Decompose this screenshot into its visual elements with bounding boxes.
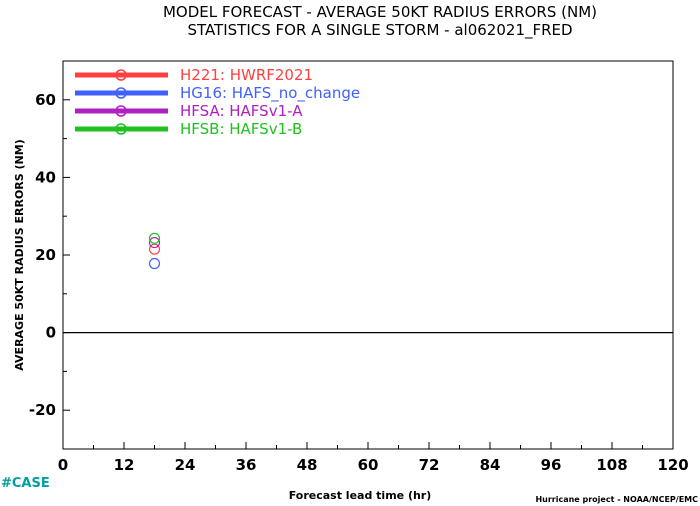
- chart-subtitle: STATISTICS FOR A SINGLE STORM - al062021…: [187, 21, 572, 40]
- y-tick-label: 20: [35, 246, 56, 264]
- data-point: [148, 232, 161, 244]
- x-axis: 0 12 24 36 48 60 72 84 96 108 120: [58, 442, 689, 474]
- data-point: [148, 236, 161, 249]
- y-axis-label: AVERAGE 50KT RADIUS ERRORS (NM): [13, 139, 26, 370]
- x-tick-label: 72: [419, 456, 440, 474]
- chart-title: MODEL FORECAST - AVERAGE 50KT RADIUS ERR…: [163, 3, 597, 21]
- credit-text: Hurricane project - NOAA/NCEP/EMC: [535, 495, 698, 504]
- data-points: [148, 232, 161, 270]
- x-tick-label: 36: [236, 456, 257, 474]
- x-tick-label: 12: [114, 456, 135, 474]
- x-tick-label: 108: [596, 456, 627, 474]
- x-axis-label: Forecast lead time (hr): [289, 489, 432, 502]
- legend-swatch-marker: [115, 123, 127, 135]
- y-tick-label: 0: [46, 324, 56, 342]
- legend-label: HFSA: HAFSv1-A: [180, 102, 303, 120]
- x-tick-label: 60: [358, 456, 379, 474]
- x-tick-label: 120: [657, 456, 688, 474]
- x-tick-label: 84: [480, 456, 501, 474]
- data-point: [148, 257, 161, 270]
- legend-label: HFSB: HAFSv1-B: [180, 120, 302, 138]
- x-tick-label: 48: [297, 456, 318, 474]
- x-tick-label: 96: [541, 456, 562, 474]
- x-tick-label: 24: [175, 456, 196, 474]
- legend-label: HG16: HAFS_no_change: [180, 84, 360, 103]
- plot-area-frame: [62, 60, 674, 450]
- legend-swatch-marker: [115, 87, 127, 99]
- y-axis: -20 0 20 40 60: [29, 60, 70, 450]
- y-tick-label: 40: [35, 168, 56, 186]
- y-tick-label: -20: [29, 401, 56, 419]
- x-tick-label: 0: [58, 456, 68, 474]
- legend-swatch-marker: [115, 105, 127, 117]
- data-point: [148, 243, 161, 255]
- legend-label: H221: HWRF2021: [180, 66, 313, 84]
- legend-swatch-marker: [115, 69, 127, 81]
- case-tag: #CASE: [1, 476, 50, 491]
- y-tick-label: 60: [35, 91, 56, 109]
